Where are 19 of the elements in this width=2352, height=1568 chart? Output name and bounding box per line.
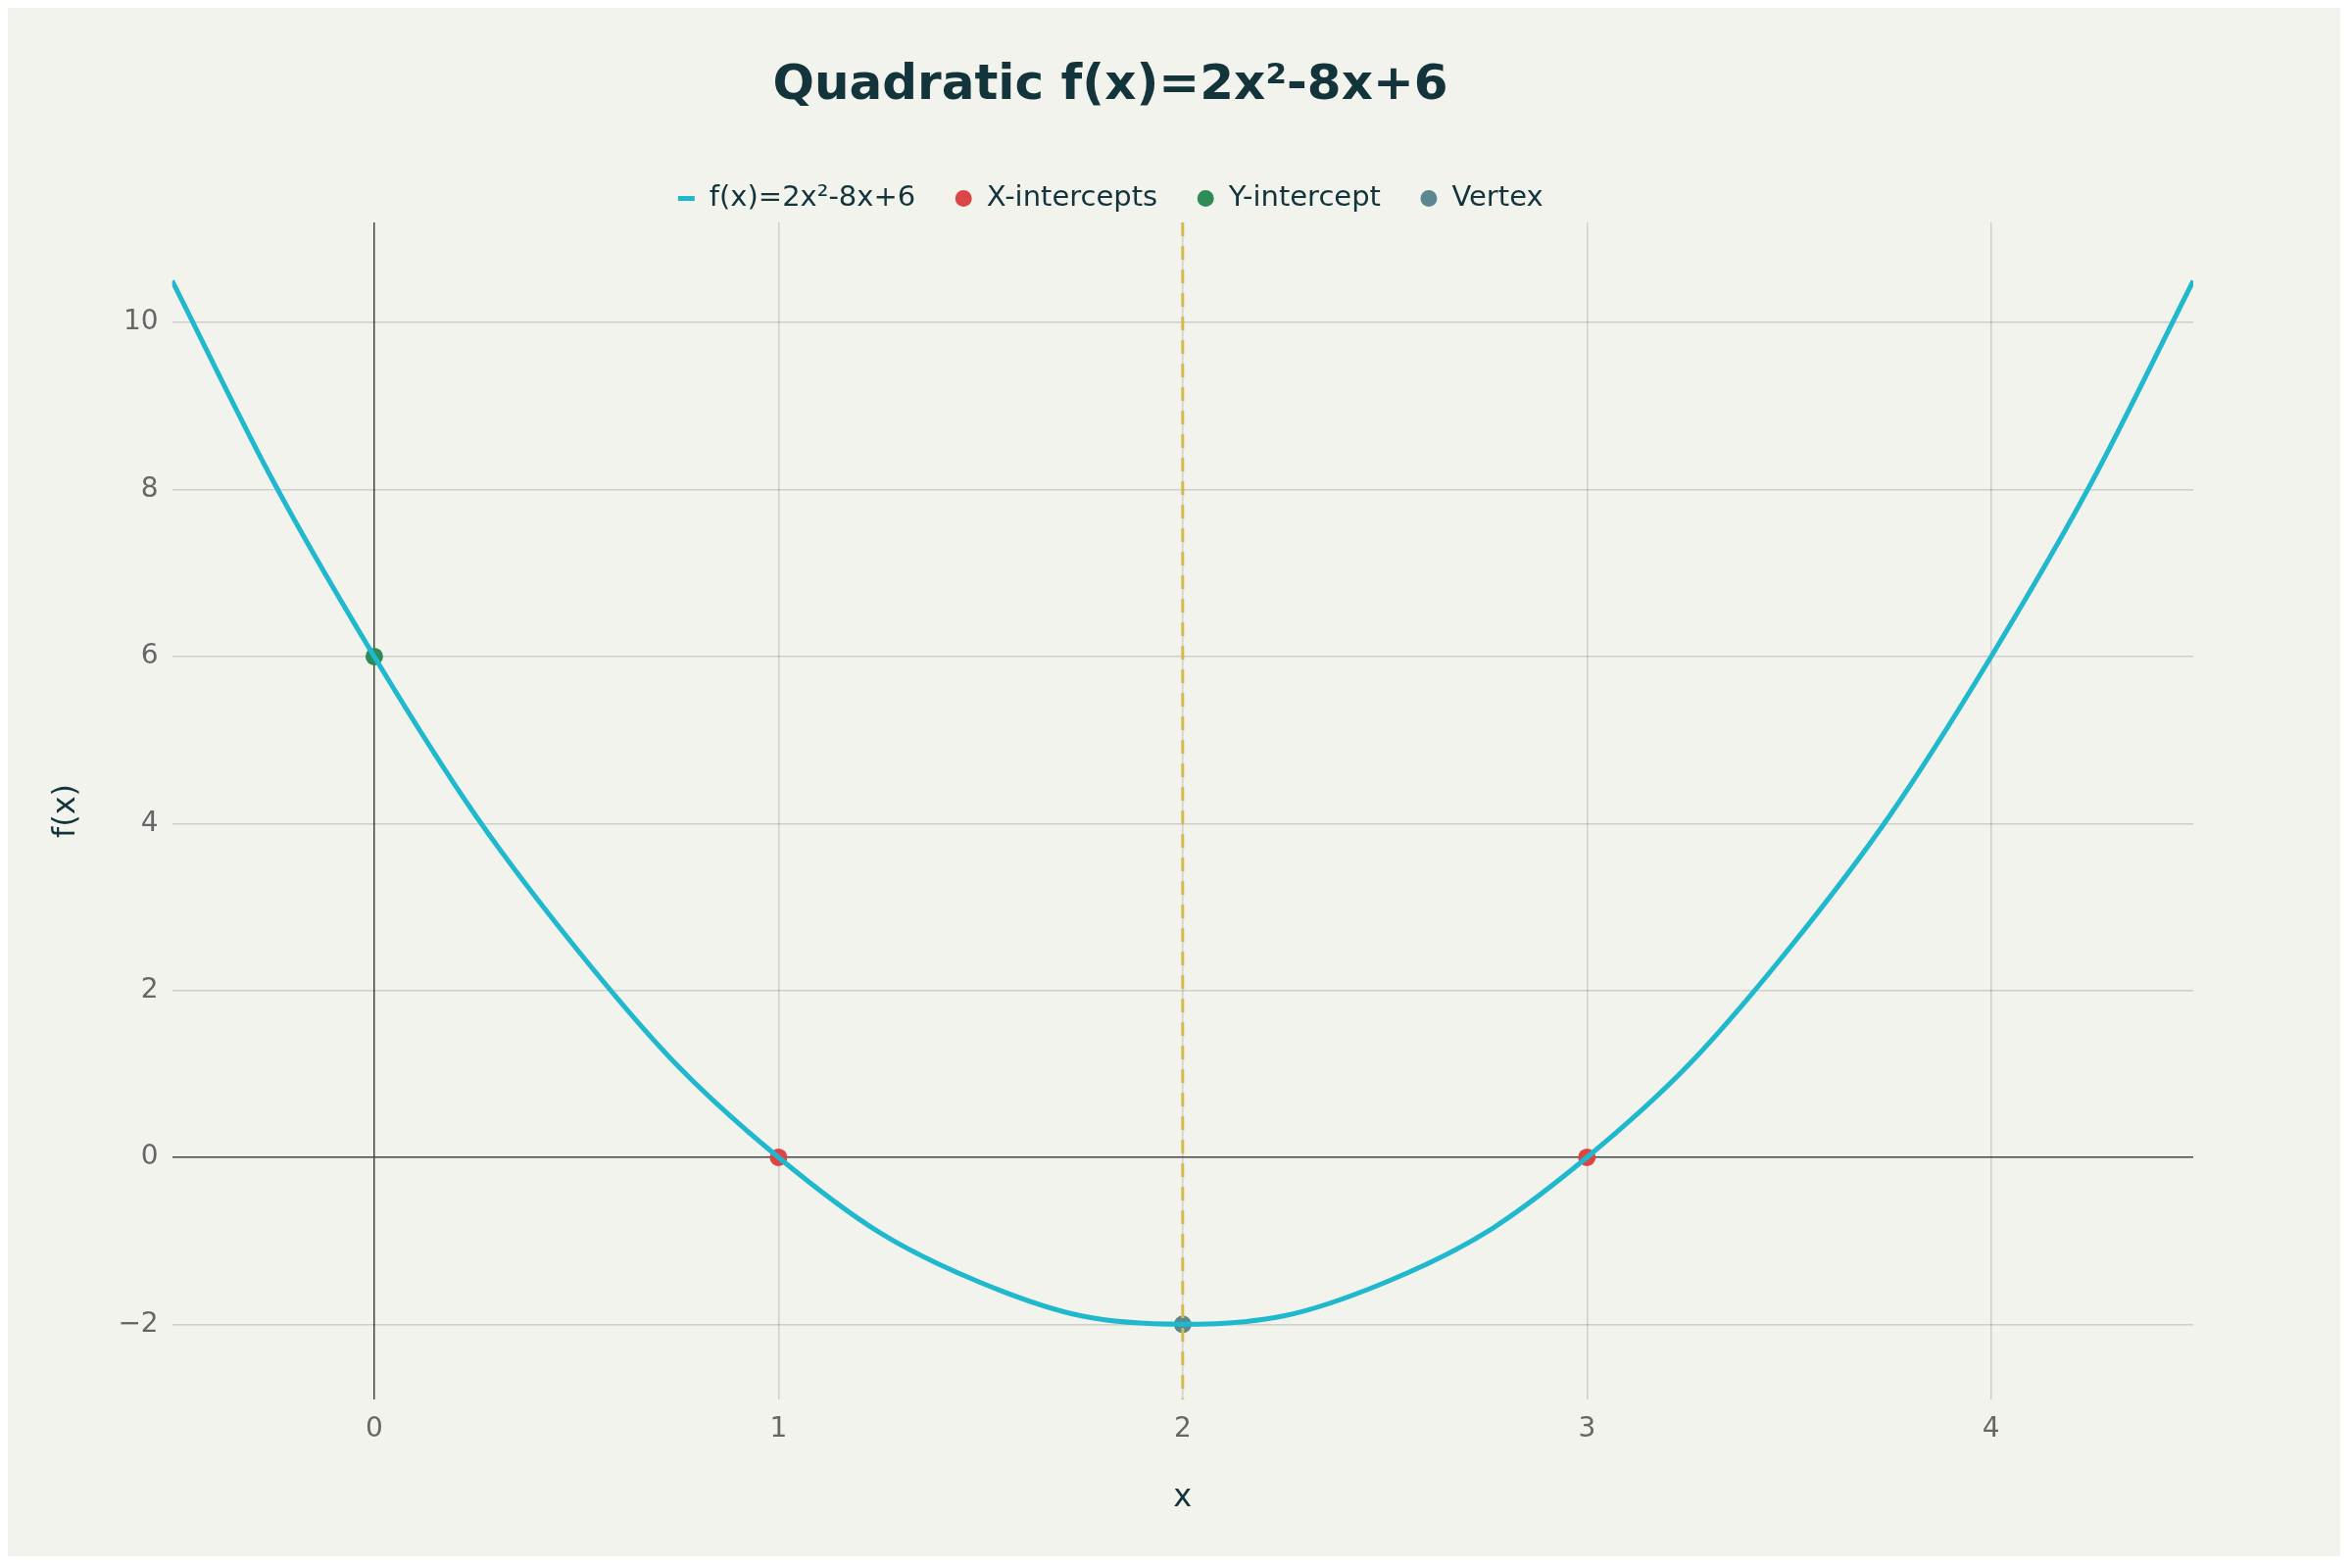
y-tick-label: 6 (140, 638, 159, 671)
y-tick-label: −2 (118, 1305, 159, 1339)
y-tick-label: 2 (140, 971, 159, 1004)
x-tick-label: 4 (1982, 1411, 2000, 1445)
legend-label: f(x)=2x²-8x+6 (709, 179, 916, 214)
x-tick-label: 0 (365, 1411, 383, 1445)
x-tick-label: 2 (1173, 1411, 1192, 1445)
y-tick-label: 4 (140, 805, 159, 838)
y-tick-label: 8 (140, 470, 159, 504)
x-axis-title: x (1173, 1477, 1193, 1515)
y-tick-label: 10 (123, 304, 159, 337)
y-axis-title: f(x) (44, 783, 82, 839)
x-tick-label: 1 (769, 1411, 788, 1445)
legend-label: Vertex (1451, 179, 1544, 214)
legend-label: Y-intercept (1227, 179, 1381, 214)
legend-label: X-intercepts (986, 179, 1158, 214)
y-tick-label: 0 (140, 1139, 159, 1172)
x-tick-label: 3 (1578, 1411, 1596, 1445)
chart-title: Quadratic f(x)=2x²-8x+6 (772, 53, 1448, 111)
